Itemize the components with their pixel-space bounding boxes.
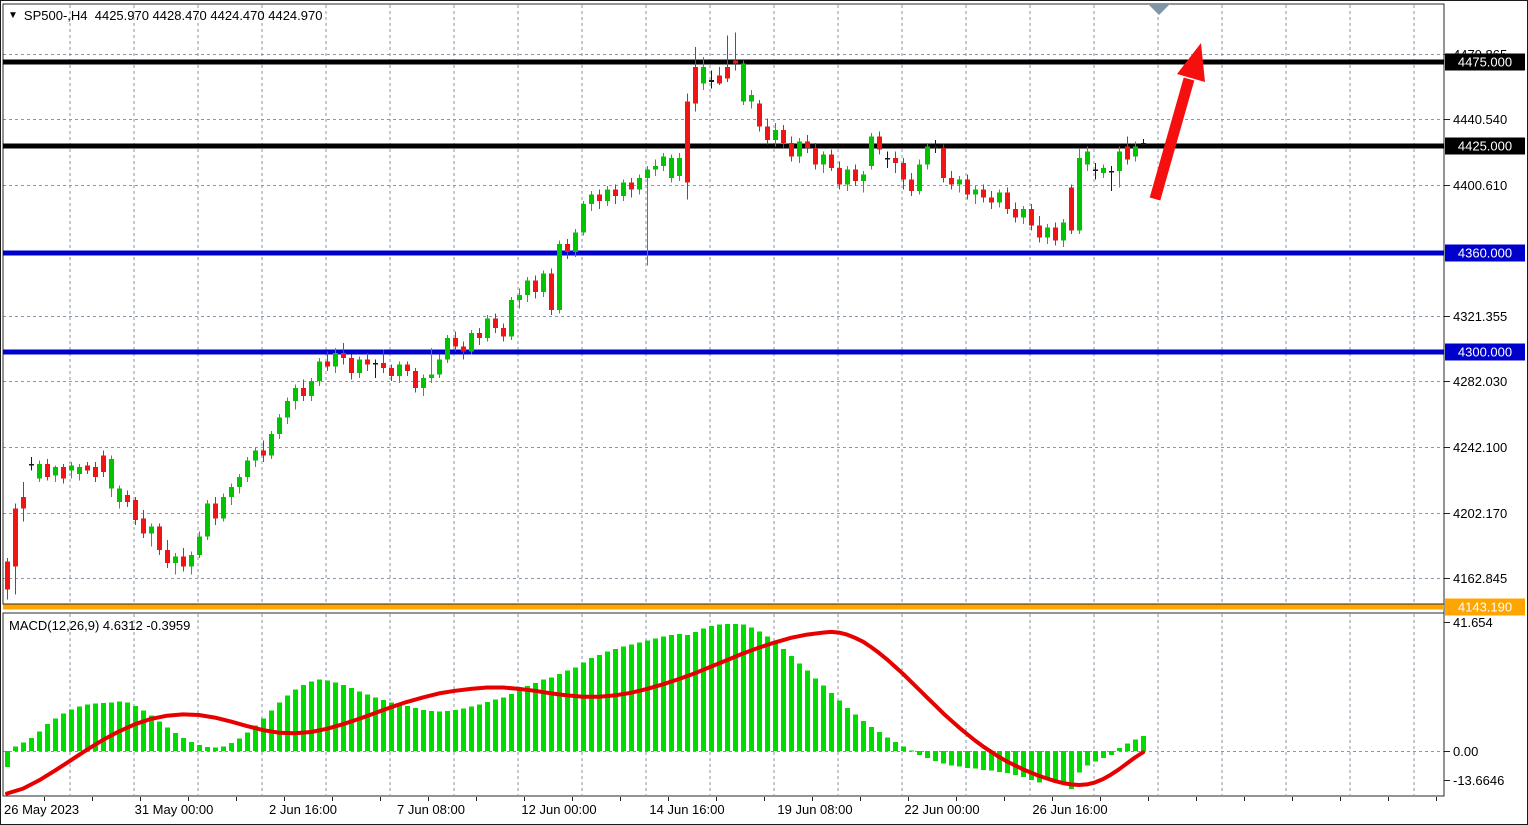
horizontal-level-lines[interactable] — [3, 59, 1444, 610]
macd-axis-label: 0.00 — [1453, 744, 1479, 759]
price-level-badge: 4300.000 — [1445, 343, 1525, 361]
symbol-period-label: SP500-,H4 — [23, 8, 88, 23]
time-axis-label: 2 Jun 16:00 — [269, 802, 337, 817]
level-line-4143.190[interactable] — [3, 604, 1444, 610]
price-axis-label: 4282.030 — [1453, 374, 1508, 389]
time-axis-label: 26 Jun 16:00 — [1032, 802, 1108, 817]
price-level-badge: 4475.000 — [1445, 53, 1525, 71]
chart-title: ▼ SP500-,H4 4425.970 4428.470 4424.470 44… — [8, 8, 322, 23]
level-line-4360.000[interactable] — [3, 250, 1444, 256]
price-level-badge: 4143.190 — [1445, 598, 1525, 616]
ohlc-readout: 4425.970 4428.470 4424.470 4424.970 — [94, 8, 323, 23]
panel-borders — [2, 3, 1445, 797]
level-line-4425.000[interactable] — [3, 143, 1444, 149]
price-axis-label: 4202.170 — [1453, 506, 1508, 521]
price-axis-label: 4440.540 — [1453, 112, 1508, 127]
time-axis-label: 31 May 00:00 — [134, 802, 214, 817]
macd-indicator-label: MACD(12,26,9) 4.6312 -0.3959 — [9, 618, 191, 633]
axis-tick-marks — [44, 54, 1450, 801]
price-axis-label: 4400.610 — [1453, 178, 1508, 193]
candlestick-series — [5, 32, 1146, 600]
level-line-4300.000[interactable] — [3, 349, 1444, 355]
macd-axis-label: -13.6646 — [1453, 773, 1505, 788]
grid-lines — [3, 5, 1444, 795]
price-level-badge: 4425.000 — [1445, 137, 1525, 155]
chart-shift-marker-icon[interactable] — [1148, 4, 1170, 15]
trend-up-arrow[interactable] — [1149, 43, 1205, 201]
time-axis-label: 19 Jun 08:00 — [777, 802, 853, 817]
macd-signal-line — [5, 629, 1145, 796]
symbol-dropdown-icon[interactable]: ▼ — [8, 10, 18, 21]
time-axis-label: 26 May 2023 — [4, 802, 80, 817]
level-line-4475.000[interactable] — [3, 59, 1444, 65]
price-axis-label: 4162.845 — [1453, 571, 1508, 586]
time-axis-label: 22 Jun 00:00 — [904, 802, 980, 817]
time-axis-label: 14 Jun 16:00 — [649, 802, 725, 817]
macd-axis-label: 41.654 — [1453, 615, 1493, 630]
time-axis-label: 7 Jun 08:00 — [397, 802, 465, 817]
price-level-badge: 4360.000 — [1445, 244, 1525, 262]
macd-histogram — [5, 624, 1146, 789]
price-axis-label: 4242.100 — [1453, 440, 1508, 455]
time-axis-label: 12 Jun 00:00 — [521, 802, 597, 817]
price-axis-label: 4321.355 — [1453, 309, 1508, 324]
